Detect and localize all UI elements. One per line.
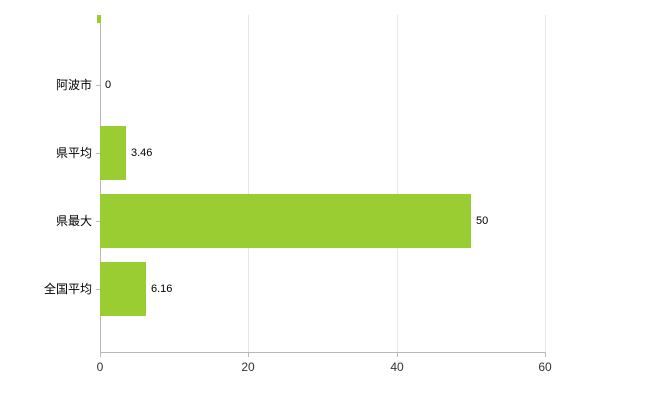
value-label: 0 [105,79,112,91]
y-axis-tick [96,221,100,222]
category-label: 阿波市 [55,78,92,92]
category-label: 県最大 [55,214,92,228]
y-axis-line [100,15,101,353]
y-axis-tick [96,85,100,86]
x-axis-tick [100,352,101,357]
x-axis-tick [397,352,398,357]
bar-2 [100,194,471,248]
category-label: 全国平均 [43,282,92,296]
bar-3 [100,262,146,316]
category-label: 県平均 [55,146,92,160]
x-tick-label: 20 [241,360,255,374]
value-label: 3.46 [131,147,153,159]
plot-area: 0 3.46 50 6.16 [100,15,546,352]
x-axis-tick [248,352,249,357]
value-label: 50 [476,215,489,227]
x-tick-label: 60 [538,360,552,374]
value-label: 6.16 [151,283,173,295]
x-tick-label: 40 [390,360,404,374]
bar-1 [100,126,126,180]
x-axis-line [100,352,546,353]
axis-top-tick [97,15,101,23]
gridline [248,15,249,352]
y-axis-tick [96,289,100,290]
y-axis-tick [96,153,100,154]
x-axis-tick [545,352,546,357]
x-tick-label: 0 [96,360,104,374]
gridline [545,15,546,352]
gridline [397,15,398,352]
